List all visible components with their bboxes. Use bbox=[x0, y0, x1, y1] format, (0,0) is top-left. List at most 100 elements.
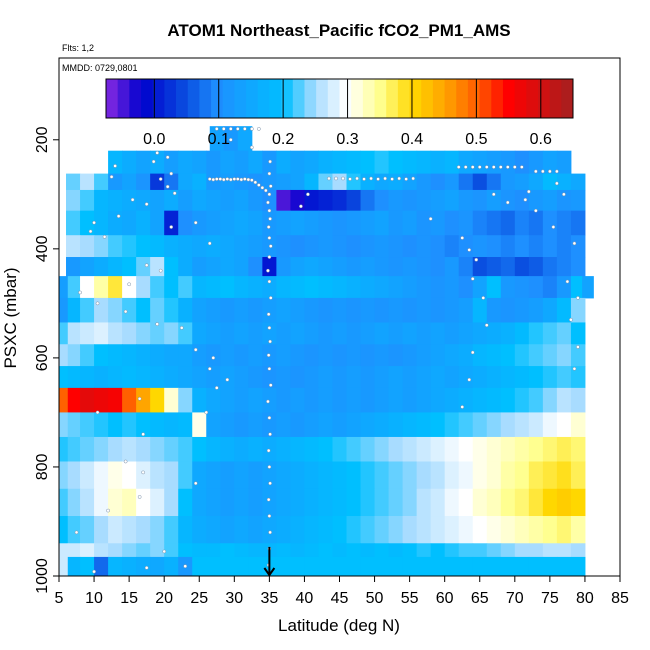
heatmap-cell bbox=[206, 173, 221, 191]
heatmap-cell bbox=[262, 488, 277, 517]
heatmap-cell bbox=[108, 516, 123, 544]
heatmap-cell bbox=[150, 173, 165, 191]
heatmap-cell bbox=[486, 344, 502, 367]
heatmap-cell bbox=[220, 461, 235, 490]
data-point bbox=[235, 127, 240, 131]
heatmap-cell bbox=[374, 366, 390, 389]
heatmap-cell bbox=[262, 366, 277, 389]
heatmap-cell bbox=[234, 322, 249, 345]
heatmap-cell bbox=[360, 516, 376, 544]
heatmap-cell bbox=[67, 461, 81, 490]
data-point bbox=[266, 353, 271, 358]
heatmap-cell bbox=[290, 297, 305, 323]
x-tick-label: 5 bbox=[55, 590, 64, 607]
x-tick-label: 25 bbox=[190, 590, 208, 607]
data-point bbox=[512, 165, 517, 169]
heatmap-cell bbox=[444, 344, 460, 367]
heatmap-cell bbox=[528, 516, 544, 544]
data-point bbox=[130, 197, 135, 202]
heatmap-cell bbox=[514, 276, 530, 299]
heatmap-cell bbox=[500, 366, 516, 389]
data-point bbox=[572, 366, 577, 371]
heatmap-cell bbox=[290, 543, 305, 558]
colorbar-segment bbox=[537, 79, 551, 118]
heatmap-cell bbox=[80, 543, 95, 558]
heatmap-cell bbox=[528, 366, 544, 389]
heatmap-cell bbox=[416, 210, 432, 236]
colorbar-segment bbox=[526, 79, 539, 118]
data-point bbox=[211, 356, 216, 360]
colorbar-segment bbox=[211, 79, 224, 118]
heatmap-cell bbox=[206, 210, 221, 236]
heatmap-cell bbox=[528, 488, 544, 517]
data-point bbox=[204, 410, 209, 415]
heatmap-cell bbox=[388, 461, 404, 490]
data-point bbox=[569, 317, 573, 322]
heatmap-cell bbox=[234, 210, 249, 236]
heatmap-cell bbox=[150, 189, 165, 212]
heatmap-cell bbox=[192, 235, 207, 258]
data-point bbox=[526, 189, 531, 194]
heatmap-cell bbox=[59, 516, 69, 544]
colorbar-segment bbox=[409, 79, 422, 118]
heatmap-cell bbox=[402, 189, 418, 212]
heatmap-cell bbox=[528, 322, 544, 345]
data-point bbox=[460, 405, 465, 409]
heatmap-cell bbox=[542, 235, 558, 258]
data-point bbox=[155, 151, 160, 155]
data-point bbox=[548, 169, 552, 174]
data-point bbox=[228, 177, 233, 182]
heatmap-cell bbox=[472, 235, 488, 258]
heatmap-cell bbox=[150, 297, 165, 323]
heatmap-cell bbox=[136, 461, 151, 490]
heatmap-cell bbox=[472, 173, 488, 191]
heatmap-cell bbox=[262, 276, 277, 299]
heatmap-cell bbox=[430, 173, 446, 191]
heatmap-cell bbox=[122, 276, 137, 299]
heatmap-cell bbox=[360, 543, 376, 558]
heatmap-cell bbox=[136, 322, 151, 345]
heatmap-cell bbox=[276, 488, 291, 517]
heatmap-cell bbox=[374, 516, 390, 544]
heatmap-cell bbox=[374, 556, 390, 577]
heatmap-cell bbox=[542, 366, 558, 389]
heatmap-cell bbox=[388, 322, 404, 345]
data-point bbox=[266, 312, 271, 317]
heatmap-cell bbox=[59, 461, 69, 490]
heatmap-cell bbox=[276, 436, 291, 462]
heatmap-cell bbox=[332, 366, 348, 389]
heatmap-cell bbox=[472, 461, 488, 490]
data-point bbox=[158, 177, 163, 181]
heatmap-cell bbox=[122, 461, 137, 490]
heatmap-cell bbox=[192, 556, 207, 577]
heatmap-cell bbox=[108, 412, 123, 438]
heatmap-cell bbox=[332, 173, 348, 191]
heatmap-cell bbox=[542, 257, 558, 277]
heatmap-cell bbox=[122, 150, 137, 175]
heatmap-cell bbox=[122, 297, 137, 323]
heatmap-cell bbox=[234, 556, 249, 577]
data-point bbox=[225, 177, 230, 181]
heatmap-cell bbox=[360, 488, 376, 517]
colorbar-segment bbox=[292, 79, 305, 118]
heatmap-cell bbox=[67, 366, 81, 389]
heatmap-cell bbox=[108, 436, 123, 462]
heatmap-cell bbox=[514, 322, 530, 345]
data-point bbox=[268, 339, 272, 344]
heatmap-cell bbox=[59, 322, 69, 345]
heatmap-cell bbox=[570, 387, 586, 413]
heatmap-cell bbox=[136, 488, 151, 517]
heatmap-cell bbox=[206, 276, 221, 299]
heatmap-cell bbox=[388, 276, 404, 299]
data-point bbox=[221, 127, 226, 131]
heatmap-cell bbox=[570, 543, 586, 558]
heatmap-cell bbox=[150, 488, 165, 517]
heatmap-cell bbox=[416, 366, 432, 389]
heatmap-cell bbox=[500, 173, 516, 191]
colorbar-frame bbox=[105, 78, 574, 119]
data-point bbox=[169, 171, 174, 176]
data-point bbox=[249, 178, 254, 182]
data-point bbox=[341, 176, 345, 181]
heatmap-cell bbox=[262, 257, 277, 277]
heatmap-cell bbox=[220, 297, 235, 323]
